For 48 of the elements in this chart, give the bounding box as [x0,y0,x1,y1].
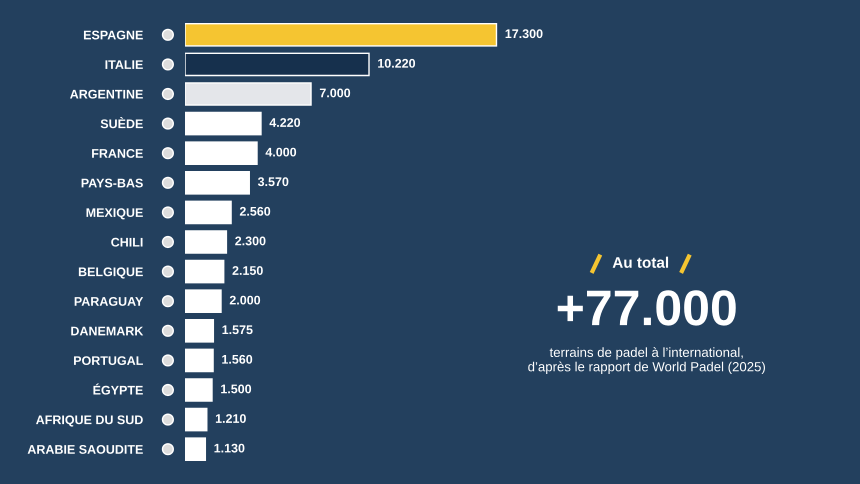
bar [185,82,312,106]
y-tick-label: CHILI [111,238,142,247]
y-tick-label: DANEMARK [71,326,144,336]
y-tick-label: BELGIQUE [78,267,143,279]
y-tick-label: ESPAGNE [84,30,143,40]
data-label: 1.130 [214,444,244,453]
bar [185,141,258,165]
text: terrains de padel à l’international, d’après le rapport de World Padel (2025) [528,347,765,374]
data-label: 7.000 [320,88,350,98]
y-tick-label: ITALIE [106,60,143,69]
bar [185,23,498,47]
text: +77.000 [558,290,736,326]
y-tick-label: SUÈDE [100,117,143,128]
data-label: 1.560 [222,354,252,364]
bar [185,171,250,195]
data-label: 2.000 [230,296,260,305]
y-tick-label: AFRIQUE DU SUD [36,415,143,427]
y-tick-label: ÉGYPTE [93,383,143,395]
data-label: 1.500 [221,384,252,394]
data-label: 3.570 [258,177,288,186]
data-label: 10.220 [378,58,416,68]
bar [185,112,262,136]
bar [185,260,224,284]
data-label: 1.575 [222,325,253,334]
y-tick-label: FRANCE [92,149,143,158]
bar [185,230,228,254]
y-tick-label: ARGENTINE [70,90,143,99]
data-label: 4.220 [270,118,300,127]
bar [185,200,232,224]
y-tick-label: ARABIE SAOUDITE [28,445,143,454]
bar [185,319,214,343]
bar [185,378,213,402]
data-label: 2.150 [232,266,263,275]
bar [185,289,222,313]
data-label: 17.300 [506,29,543,38]
data-label: 4.000 [266,148,296,157]
data-label: 2.300 [235,236,266,246]
y-tick-label: PAYS-BAS [82,178,143,188]
text: Au total [612,256,668,268]
bar [185,437,206,461]
y-tick-label: PARAGUAY [74,297,144,306]
data-label: 1.210 [216,414,246,423]
y-tick-label: MEXIQUE [86,208,143,220]
data-label: 2.560 [240,206,270,216]
bar [185,52,370,76]
bar [185,408,208,432]
y-tick-label: PORTUGAL [74,356,143,366]
bar [185,348,214,372]
